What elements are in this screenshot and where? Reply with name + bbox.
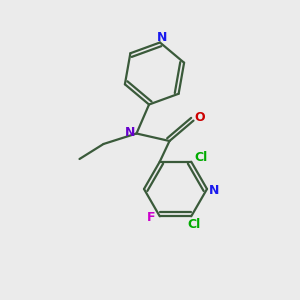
Text: F: F xyxy=(147,211,156,224)
Text: O: O xyxy=(195,111,206,124)
Text: N: N xyxy=(157,31,168,44)
Text: Cl: Cl xyxy=(188,218,201,231)
Text: N: N xyxy=(208,184,219,197)
Text: N: N xyxy=(125,125,135,139)
Text: Cl: Cl xyxy=(194,151,208,164)
